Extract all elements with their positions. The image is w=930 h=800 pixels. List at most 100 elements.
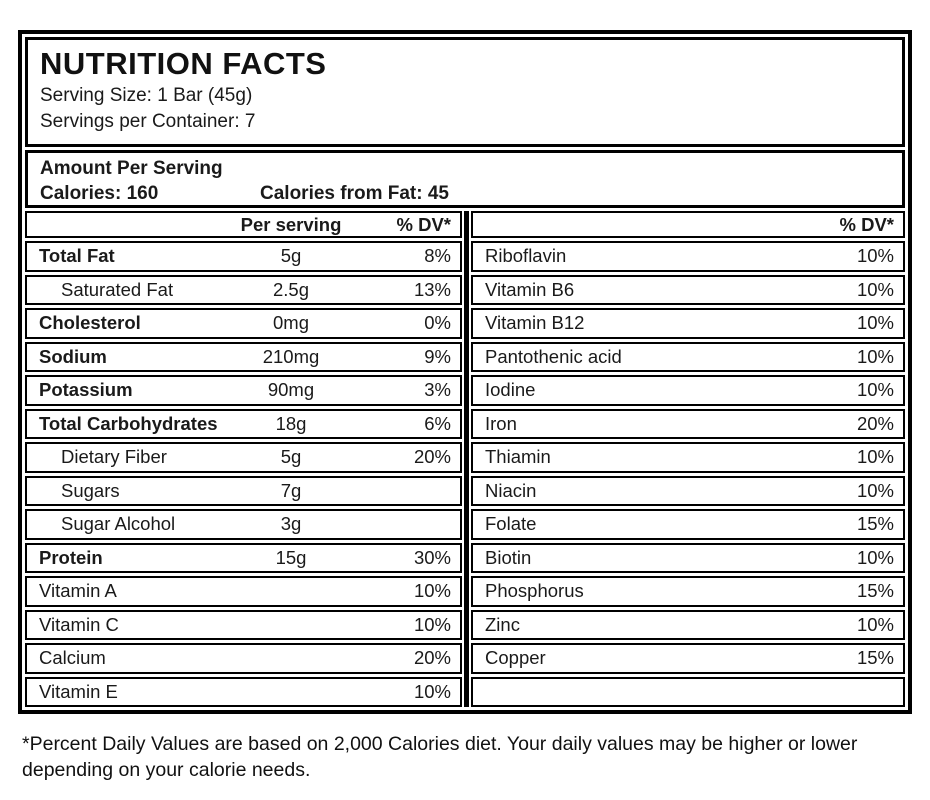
nutrient-label: Phosphorus [485, 580, 584, 602]
nutrient-row: Pantothenic acid 10% [471, 341, 905, 372]
nutrient-label: Iodine [485, 379, 536, 401]
nutrient-dv: 10% [413, 580, 451, 602]
nutrient-dv: 10% [856, 379, 894, 401]
nutrient-dv: 10% [413, 680, 451, 702]
nutrient-amount: 7g [280, 479, 302, 501]
nutrient-label: Sodium [39, 345, 107, 367]
nutrient-amount: 15g [275, 546, 307, 568]
nutrient-amount: 3g [280, 513, 302, 535]
right-table-header-row: % DV* [471, 211, 905, 238]
nutrient-label: Thiamin [485, 446, 551, 468]
nutrient-row: Iodine 10% [471, 375, 905, 406]
nutrient-dv: 10% [856, 345, 894, 367]
serving-size-text: Serving Size: 1 Bar (45g) [40, 85, 253, 106]
nutrient-label: Zinc [485, 613, 520, 635]
amount-per-serving-section: Amount Per Serving Calories: 160 Calorie… [25, 150, 905, 208]
nutrient-row: Vitamin A 10% [25, 576, 462, 607]
nutrient-label: Calcium [39, 647, 106, 669]
nutrient-row: Vitamin B6 10% [471, 274, 905, 305]
nutrient-dv: 8% [424, 245, 451, 267]
nutrient-dv: 10% [856, 312, 894, 334]
nutrient-label: Biotin [485, 546, 532, 568]
table-center-divider [464, 211, 469, 707]
nutrient-row: Cholesterol 0mg 0% [25, 308, 462, 339]
footnote-text: *Percent Daily Values are based on 2,000… [22, 733, 858, 781]
nutrient-row: Thiamin 10% [471, 442, 905, 473]
nutrient-row [471, 676, 905, 707]
calories-from-fat-text: Calories from Fat: 45 [260, 183, 449, 204]
nutrient-row: Potassium 90mg 3% [25, 375, 462, 406]
nutrient-row: Riboflavin 10% [471, 241, 905, 272]
nutrient-row: Niacin 10% [471, 475, 905, 506]
nutrient-row: Total Carbohydrates 18g 6% [25, 408, 462, 439]
nutrient-row: Calcium 20% [25, 643, 462, 674]
left-table-header-row: Per serving % DV* [25, 211, 462, 238]
nutrient-dv: 10% [856, 546, 894, 568]
nutrient-dv: 9% [424, 345, 451, 367]
nutrient-row: Biotin 10% [471, 542, 905, 573]
dv-column-header-right: % DV* [839, 213, 895, 235]
nutrition-facts-title: NUTRITION FACTS [40, 46, 327, 81]
servings-per-container-text: Servings per Container: 7 [40, 111, 256, 132]
nutrient-row: Zinc 10% [471, 609, 905, 640]
nutrient-label: Saturated Fat [61, 278, 174, 300]
nutrient-amount: 5g [280, 446, 302, 468]
nutrient-label: Dietary Fiber [61, 446, 167, 468]
nutrient-row: Protein 15g 30% [25, 542, 462, 573]
nutrient-row: Dietary Fiber 5g 20% [25, 442, 462, 473]
nutrient-label: Vitamin B12 [485, 312, 585, 334]
nutrient-dv: 10% [856, 245, 894, 267]
nutrients-tables-section: Per serving % DV* Total Fat 5g 8% Saturated… [25, 211, 905, 707]
nutrient-label: Total Fat [39, 245, 115, 267]
nutrient-label: Vitamin A [39, 580, 117, 602]
nutrient-dv: 13% [413, 278, 451, 300]
nutrient-label: Pantothenic acid [485, 345, 622, 367]
nutrient-amount: 0mg [273, 312, 309, 334]
nutrient-label: Riboflavin [485, 245, 567, 267]
nutrient-label: Vitamin C [39, 613, 119, 635]
nutrient-dv: 3% [424, 379, 451, 401]
nutrient-row: Vitamin B12 10% [471, 308, 905, 339]
nutrient-dv: 20% [413, 647, 451, 669]
nutrient-label: Cholesterol [39, 312, 141, 334]
nutrient-amount: 2.5g [272, 278, 309, 300]
nutrient-row: Vitamin E 10% [25, 676, 462, 707]
right-nutrients-table: % DV* Riboflavin 10% Vitamin B6 10% Vitamin … [471, 211, 905, 707]
nutrient-amount: 90mg [267, 379, 315, 401]
nutrient-row: Total Fat 5g 8% [25, 241, 462, 272]
label-header-section: NUTRITION FACTS Serving Size: 1 Bar (45g… [25, 37, 905, 147]
nutrient-row: Sugar Alcohol 3g [25, 509, 462, 540]
calories-text: Calories: 160 [40, 183, 159, 204]
nutrient-amount: 18g [275, 412, 307, 434]
nutrient-dv: 20% [856, 412, 894, 434]
nutrient-row: Sugars 7g [25, 475, 462, 506]
nutrient-label: Total Carbohydrates [39, 412, 218, 434]
nutrient-label: Folate [485, 513, 537, 535]
amount-per-serving-heading: Amount Per Serving [40, 158, 223, 179]
nutrient-dv: 6% [424, 412, 451, 434]
nutrient-label: Iron [485, 412, 517, 434]
nutrient-row: Saturated Fat 2.5g 13% [25, 274, 462, 305]
nutrient-row: Folate 15% [471, 509, 905, 540]
nutrient-label: Vitamin B6 [485, 278, 575, 300]
nutrient-label: Vitamin E [39, 680, 118, 702]
nutrient-label: Niacin [485, 479, 537, 501]
nutrient-label: Copper [485, 647, 546, 669]
nutrient-dv: 0% [424, 312, 451, 334]
nutrient-dv: 10% [856, 479, 894, 501]
nutrient-row: Sodium 210mg 9% [25, 341, 462, 372]
nutrition-label: NUTRITION FACTS Serving Size: 1 Bar (45g… [18, 30, 912, 714]
nutrient-row: Iron 20% [471, 408, 905, 439]
nutrient-amount: 210mg [262, 345, 320, 367]
left-nutrients-table: Per serving % DV* Total Fat 5g 8% Saturated… [25, 211, 462, 707]
nutrient-dv: 20% [413, 446, 451, 468]
calories-line: Calories: 160 Calories from Fat: 45 [40, 181, 890, 207]
nutrient-dv: 15% [856, 513, 894, 535]
nutrient-row: Copper 15% [471, 643, 905, 674]
nutrient-label: Sugars [61, 479, 120, 501]
dv-column-header-left: % DV* [396, 213, 452, 235]
nutrient-label: Sugar Alcohol [61, 513, 176, 535]
nutrient-dv: 30% [413, 546, 451, 568]
nutrient-label: Potassium [39, 379, 133, 401]
